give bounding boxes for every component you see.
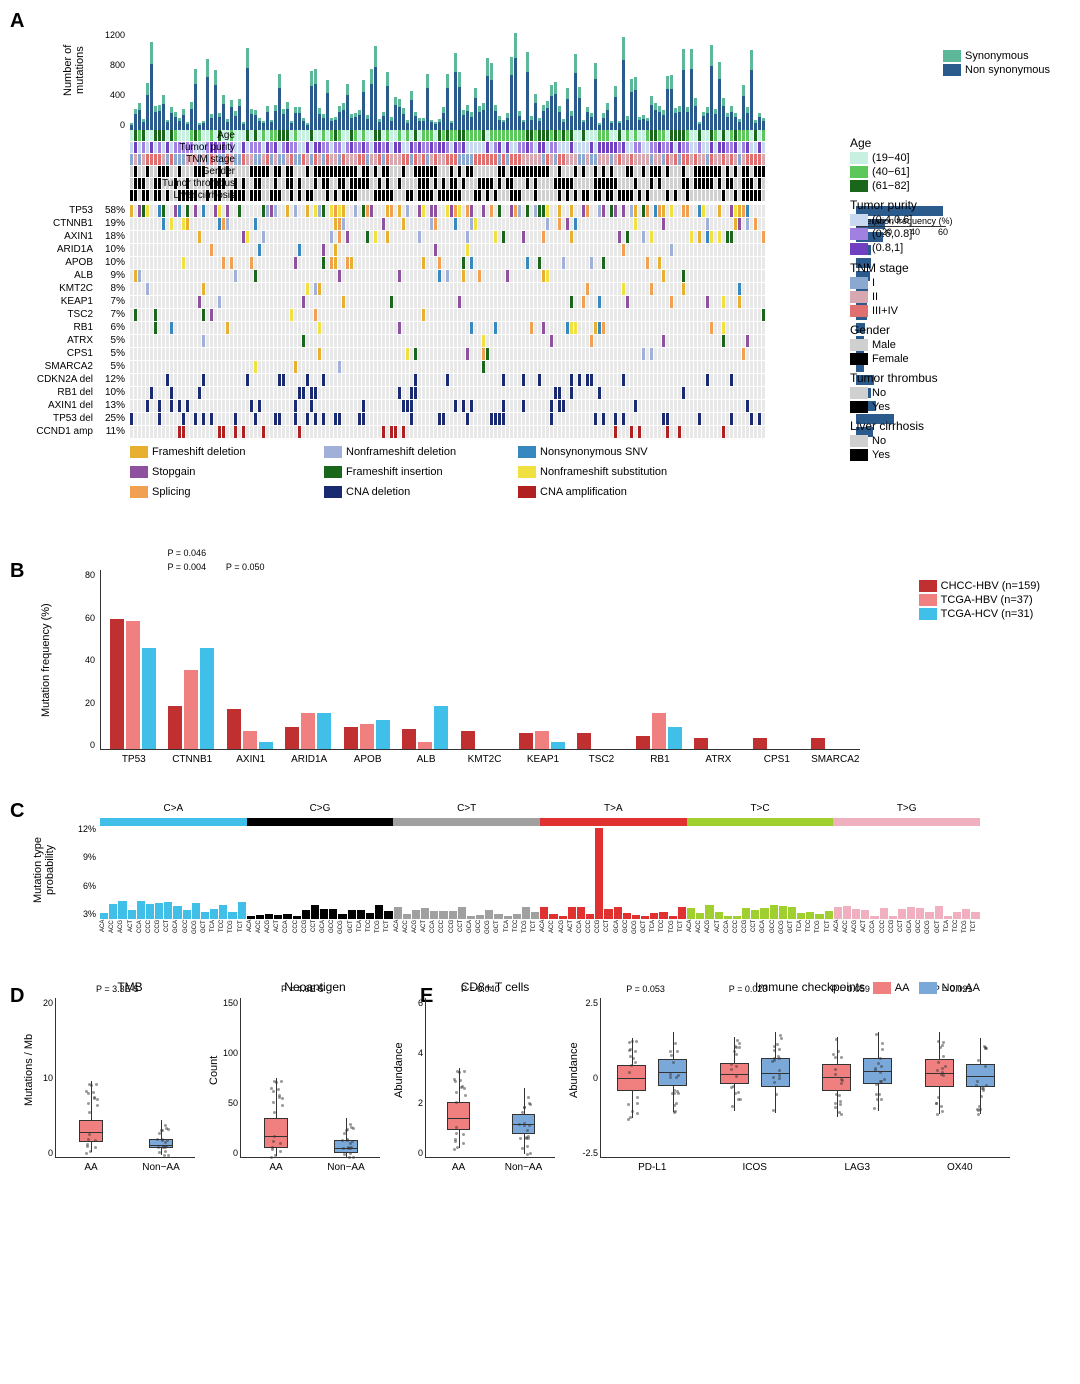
A-top-legend: SynonymousNon synonymous [943,50,1050,78]
B-yaxis: 020406080 [70,570,95,750]
A-top-bars [130,30,850,130]
panel-DE: TMB01020AANon−AAP = 3.3E-5Mutations / Mb… [20,980,1060,1210]
A-top-yaxis: 12008004000 [90,30,125,130]
panel-B: Mutation frequency (%) 020406080 TP53CTN… [20,560,1060,790]
B-ylabel: Mutation frequency (%) [40,600,52,720]
C-ylabel: Mutation type probability [32,830,56,910]
panel-D: TMB01020AANon−AAP = 3.3E-5Mutations / Mb… [20,980,390,1210]
A-clinical-tracks: AgeTumor purityTNM stageGenderTumor thro… [130,130,850,201]
C-yaxis: 3%6%9%12% [68,824,96,919]
panel-A: Number of mutations 12008004000 Synonymo… [20,20,1060,550]
panel-C: Mutation type probability C>AC>GC>TT>AT>… [20,800,1060,970]
C-xlabels: ACAACCACGACTCCACCCCCGCCTGCAGCCGCGGCTTCAT… [100,920,980,950]
C-chart [100,824,980,919]
A-top-ylabel: Number of mutations [62,20,86,120]
B-legend: CHCC-HBV (n=159)TCGA-HBV (n=37)TCGA-HCV … [919,580,1040,622]
A-legend-right: Age(19−40](40−61](61−82]Tumor purity(0.4… [850,130,1050,463]
panel-E: CD8+ T cells0246AANon−AAP = 0.040Abundan… [390,980,1020,1210]
B-chart: TP53CTNNB1AXIN1ARID1AAPOBALBKMT2CKEAP1TS… [100,570,860,750]
C-header: C>AC>GC>TT>AT>CT>G [100,800,980,818]
A-oncoprint: TP5358%CTNNB119%AXIN118%ARID1A10%APOB10%… [130,205,850,438]
A-mutation-type-legend: Frameshift deletionNonframeshift deletio… [130,446,850,500]
